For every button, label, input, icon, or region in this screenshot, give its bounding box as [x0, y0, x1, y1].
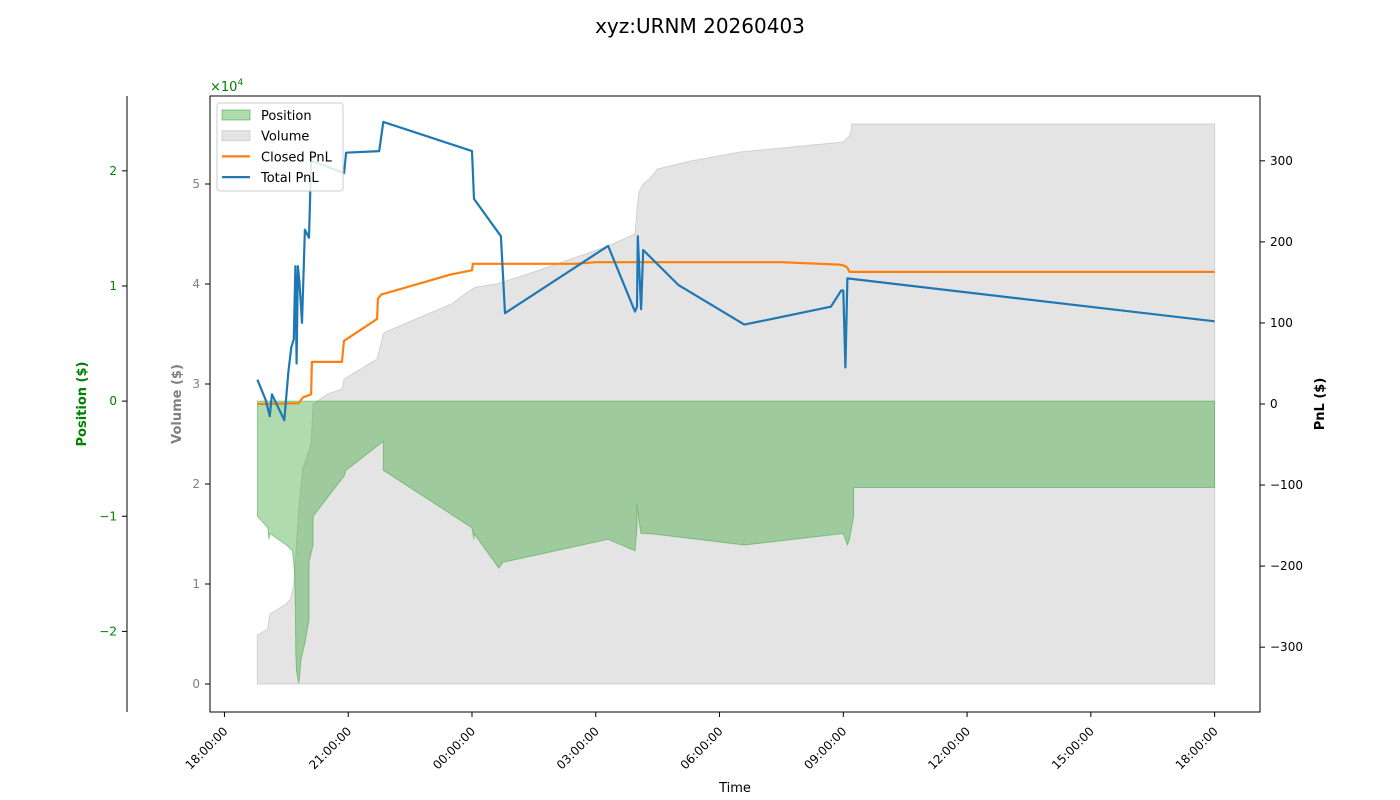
- legend-label-total-pnl: Total PnL: [260, 171, 319, 186]
- pnl-tick-label: 200: [1270, 235, 1293, 249]
- x-tick-label: 09:00:00: [801, 724, 849, 772]
- legend-box: [216, 102, 344, 192]
- volume-axis-label: Volume ($): [170, 364, 185, 444]
- plot-area: [209, 95, 1261, 713]
- volume-tick-label: 5: [192, 177, 200, 191]
- x-tick-label: 03:00:00: [554, 724, 602, 772]
- x-tick-label: 21:00:00: [306, 724, 354, 772]
- x-axis: 18:00:00 21:00:00 00:00:00 03:00:00 06:00:00…: [183, 712, 1221, 772]
- volume-area-layer: [256, 123, 1216, 685]
- pnl-lines-layer: [256, 120, 1215, 422]
- volume-axis: 0 1 2 3 4 5: [192, 177, 210, 691]
- x-axis-label: Time: [718, 781, 751, 796]
- total-pnl-line: [256, 120, 1215, 422]
- x-tick-label: 12:00:00: [925, 724, 973, 772]
- pnl-tick-label: −100: [1270, 478, 1303, 492]
- pnl-tick-label: −300: [1270, 640, 1303, 654]
- volume-tick-label: 1: [192, 577, 200, 591]
- legend-label-closed-pnl: Closed PnL: [261, 150, 333, 165]
- closed-pnl-line: [257, 261, 1215, 406]
- volume-area: [256, 123, 1216, 685]
- legend-label-position: Position: [261, 109, 312, 124]
- pnl-tick-label: −200: [1270, 559, 1303, 573]
- x-tick-label: 06:00:00: [678, 724, 726, 772]
- position-area-layer: [256, 400, 1216, 684]
- pnl-tick-label: 300: [1270, 154, 1293, 168]
- x-tick-label: 18:00:00: [183, 724, 231, 772]
- pnl-tick-label: 100: [1270, 316, 1293, 330]
- position-area: [256, 400, 1216, 684]
- position-tick-label: 2: [109, 164, 117, 178]
- pnl-axis-label: PnL ($): [1313, 378, 1328, 431]
- legend-swatch-position: [221, 109, 251, 121]
- position-tick-label: 0: [109, 394, 117, 408]
- x-tick-label: 18:00:00: [1173, 724, 1221, 772]
- position-axis-multiplier: ×104: [210, 78, 243, 95]
- legend-label-volume: Volume: [261, 130, 309, 145]
- chart-title: xyz:URNM 20260403: [595, 14, 805, 38]
- volume-tick-label: 2: [192, 477, 200, 491]
- volume-tick-label: 3: [192, 377, 200, 391]
- legend: Position Volume Closed PnL Total PnL: [216, 102, 344, 192]
- position-tick-label: −1: [99, 509, 117, 523]
- position-axis-label: Position ($): [75, 362, 90, 447]
- pnl-tick-label: 0: [1270, 397, 1278, 411]
- x-tick-label: 15:00:00: [1049, 724, 1097, 772]
- position-tick-label: 1: [109, 279, 117, 293]
- x-tick-label: 00:00:00: [430, 724, 478, 772]
- volume-tick-label: 0: [192, 677, 200, 691]
- pnl-axis: −300 −200 −100 0 100 200 300: [1260, 154, 1303, 654]
- legend-swatch-volume: [221, 130, 251, 142]
- position-tick-label: −2: [99, 624, 117, 638]
- volume-tick-label: 4: [192, 277, 200, 291]
- position-axis: −2 −1 0 1 2: [99, 96, 128, 712]
